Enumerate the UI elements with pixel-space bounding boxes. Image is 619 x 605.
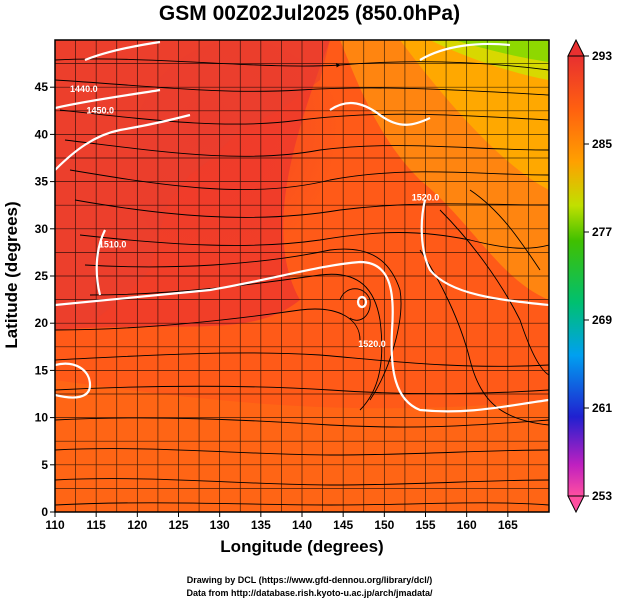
colorbar-tick-label: 285 <box>592 137 612 151</box>
plot-area: 1440.0 1450.0 1510.0 1520.0 1520.0 <box>55 40 549 512</box>
y-tick-label: 35 <box>35 175 49 189</box>
grid <box>55 40 549 512</box>
y-axis: 0 5 10 15 20 25 30 35 40 45 <box>35 80 55 519</box>
wind-streamlines <box>55 58 549 506</box>
y-tick-label: 20 <box>35 316 49 330</box>
colorbar-scale <box>567 55 585 497</box>
x-tick-label: 110 <box>45 518 65 532</box>
y-tick-label: 10 <box>35 411 49 425</box>
x-tick-label: 165 <box>498 518 518 532</box>
x-tick-label: 140 <box>292 518 312 532</box>
contour-cyclone-center <box>356 295 368 309</box>
height-contours <box>55 40 549 413</box>
coldest-region <box>455 40 549 62</box>
y-tick-label: 40 <box>35 127 49 141</box>
y-tick-label: 15 <box>35 363 49 377</box>
x-tick-label: 160 <box>457 518 477 532</box>
x-tick-label: 120 <box>127 518 147 532</box>
contour-labels: 1440.0 1450.0 1510.0 1520.0 1520.0 <box>70 84 439 349</box>
y-tick-label: 25 <box>35 269 49 283</box>
contour-1520 <box>55 260 549 413</box>
y-tick-label: 0 <box>41 505 48 519</box>
colorbar-ticks: 293 285 277 269 261 253 <box>584 49 612 503</box>
colorbar-top-arrow <box>567 38 585 57</box>
y-tick-label: 45 <box>35 80 49 94</box>
contour-label: 1510.0 <box>99 240 127 250</box>
drawing-credit: Drawing by DCL (https://www.gfd-dennou.o… <box>186 575 433 585</box>
y-axis-label: Latitude (degrees) <box>2 201 21 349</box>
x-axis: 110 115 120 125 130 135 140 145 150 155 160 165 <box>45 512 518 532</box>
y-tick-label: 5 <box>41 458 48 472</box>
contour-label: 1520.0 <box>412 192 440 202</box>
contour-label: 1450.0 <box>87 106 115 116</box>
colorbar-tick-label: 277 <box>592 225 612 239</box>
x-tick-label: 135 <box>251 518 271 532</box>
contour-upper <box>84 40 161 62</box>
x-tick-label: 145 <box>333 518 353 532</box>
colorbar: 293 285 277 269 261 253 <box>567 38 612 514</box>
colorbar-bottom-arrow <box>567 495 585 514</box>
x-tick-label: 130 <box>210 518 230 532</box>
asia-landmass <box>55 40 330 330</box>
cool-region <box>400 40 549 190</box>
colorbar-tick-label: 253 <box>592 489 612 503</box>
contour-1510-west <box>95 229 106 296</box>
contour-1450 <box>55 113 191 171</box>
contour-1520-east <box>420 199 549 307</box>
colorbar-tick-label: 269 <box>592 313 612 327</box>
data-source-credit: Data from http://database.rish.kyoto-u.a… <box>186 588 433 598</box>
contour-label: 1520.0 <box>358 339 386 349</box>
y-tick-label: 30 <box>35 222 49 236</box>
x-tick-label: 115 <box>86 518 106 532</box>
contour-1440 <box>55 88 161 110</box>
contour-northeast <box>419 42 511 61</box>
chart-title: GSM 00Z02Jul2025 (850.0hPa) <box>158 2 461 25</box>
x-tick-label: 125 <box>168 518 188 532</box>
colorbar-tick-label: 293 <box>592 49 612 63</box>
contour-label: 1440.0 <box>70 84 98 94</box>
contour-west-loop <box>55 362 92 399</box>
x-tick-label: 155 <box>415 518 435 532</box>
contour-north <box>329 102 431 126</box>
colorbar-tick-label: 261 <box>592 401 612 415</box>
x-axis-label: Longitude (degrees) <box>220 537 384 556</box>
x-tick-label: 150 <box>374 518 394 532</box>
